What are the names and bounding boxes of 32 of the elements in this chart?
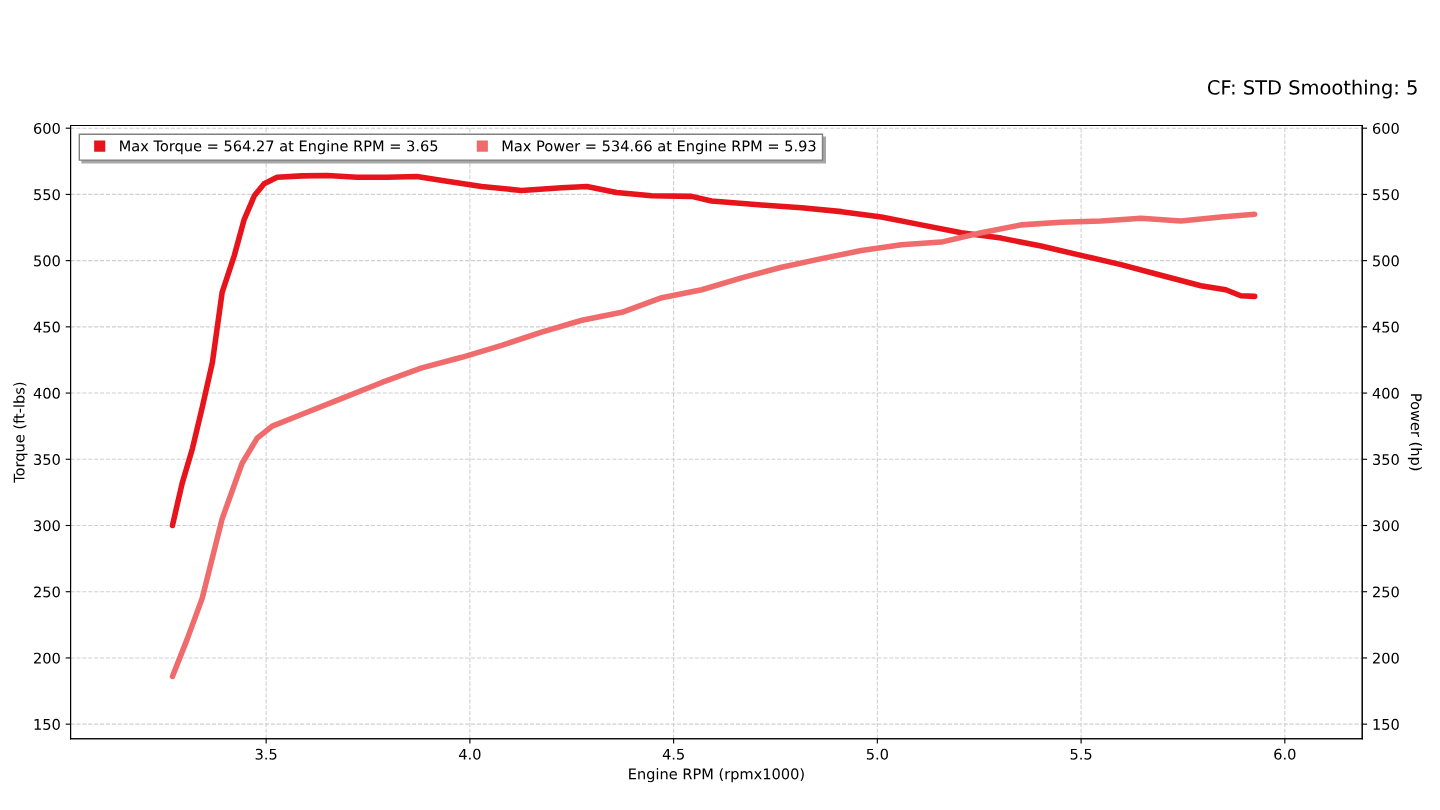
legend-label: Max Torque = 564.27 at Engine RPM = 3.65 [120, 140, 438, 155]
y-tick-label: 200 [34, 652, 60, 664]
y-tick-label: 150 [34, 718, 60, 730]
y-tick-label: 350 [34, 454, 60, 466]
y2-tick-label: 300 [1373, 520, 1399, 532]
y2-tick-label: 250 [1373, 586, 1399, 598]
y-tick-label: 300 [34, 520, 60, 532]
x-tick-label: 5.0 [866, 748, 888, 760]
y-tick-label: 400 [33, 387, 60, 399]
x-tick-label: 6.0 [1274, 748, 1296, 760]
y2-tick-label: 450 [1372, 321, 1399, 333]
y2-tick-label: 600 [1372, 122, 1399, 134]
x-tick-label: 5.5 [1070, 748, 1092, 760]
legend-label: Max Power = 534.66 at Engine RPM = 5.93 [502, 140, 816, 155]
y2-tick-label: 400 [1372, 387, 1399, 399]
y2-tick-label: 150 [1373, 718, 1399, 730]
y-tick-label: 450 [33, 321, 60, 333]
y-tick-label: 600 [34, 122, 60, 134]
x-tick-label: 4.0 [459, 748, 481, 760]
x-tick-label: 3.5 [255, 748, 277, 760]
y-tick-label: 550 [34, 189, 60, 201]
y2-axis-title: Power (hp) [1407, 394, 1423, 471]
y-tick-label: 500 [34, 255, 60, 267]
x-axis-title: Engine RPM (rpmx1000) [629, 768, 804, 783]
x-tick-label: 4.5 [662, 748, 684, 760]
text: CF: STD Smoothing: 5 [1207, 79, 1417, 99]
y2-tick-label: 500 [1373, 255, 1399, 267]
y2-tick-label: 350 [1373, 454, 1399, 466]
y2-tick-label: 200 [1373, 652, 1399, 664]
y2-tick-label: 550 [1373, 189, 1399, 201]
y-axis-title: Torque (ft-lbs) [13, 382, 28, 483]
y-tick-label: 250 [34, 586, 60, 598]
